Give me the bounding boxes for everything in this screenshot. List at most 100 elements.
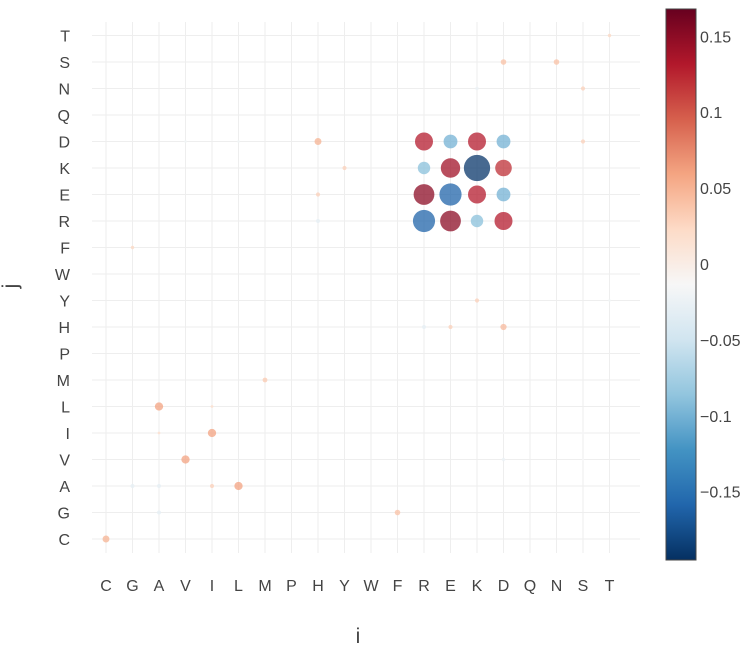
- bubble-point[interactable]: [468, 132, 486, 151]
- x-tick-label: L: [234, 578, 243, 595]
- colorbar-tick-label: −0.05: [700, 333, 741, 350]
- bubble-point[interactable]: [421, 324, 427, 330]
- bubble-point[interactable]: [262, 377, 268, 383]
- bubble-point[interactable]: [475, 86, 479, 91]
- bubble-point[interactable]: [500, 59, 507, 65]
- bubble-point[interactable]: [207, 428, 217, 438]
- bubble-point[interactable]: [502, 431, 505, 435]
- bubble-points[interactable]: [102, 33, 612, 543]
- bubble-point[interactable]: [130, 245, 135, 250]
- bubble-point[interactable]: [502, 405, 505, 408]
- bubble-point[interactable]: [581, 458, 585, 461]
- bubble-point[interactable]: [501, 457, 506, 462]
- bubble-point[interactable]: [209, 483, 215, 489]
- bubble-point[interactable]: [443, 134, 458, 149]
- y-tick-label: T: [60, 29, 70, 46]
- bubble-point[interactable]: [102, 535, 110, 543]
- bubble-point[interactable]: [496, 187, 511, 202]
- y-axis-title: j: [0, 284, 22, 290]
- bubble-point[interactable]: [495, 159, 512, 177]
- bubble-point[interactable]: [315, 218, 321, 224]
- bubble-point[interactable]: [394, 509, 401, 516]
- bubble-point[interactable]: [555, 166, 558, 170]
- y-tick-label: K: [59, 161, 70, 178]
- colorbar-tick-label: 0.15: [700, 29, 731, 46]
- x-tick-label: T: [605, 578, 615, 595]
- bubble-point[interactable]: [184, 140, 187, 143]
- bubble-point[interactable]: [581, 431, 585, 435]
- y-tick-label: H: [58, 320, 70, 337]
- x-tick-label: Q: [524, 578, 536, 595]
- bubble-point[interactable]: [440, 210, 461, 232]
- bubble-point[interactable]: [234, 481, 243, 491]
- y-tick-label: C: [58, 532, 70, 549]
- colorbar-tick-label: 0: [700, 257, 709, 274]
- bubble-point[interactable]: [580, 86, 586, 91]
- bubble-point[interactable]: [210, 405, 214, 408]
- bubble-point[interactable]: [315, 192, 321, 197]
- y-tick-label: L: [61, 400, 70, 417]
- bubble-point[interactable]: [580, 139, 586, 144]
- x-tick-label: K: [472, 578, 483, 595]
- bubble-point[interactable]: [314, 138, 322, 145]
- y-tick-label: S: [59, 55, 70, 72]
- y-tick-label: W: [55, 267, 71, 284]
- x-tick-label: E: [445, 578, 456, 595]
- y-tick-label: A: [59, 479, 70, 496]
- x-tick-label: M: [258, 578, 271, 595]
- grid-lines: [92, 22, 640, 553]
- bubble-point[interactable]: [463, 154, 491, 182]
- bubble-point[interactable]: [154, 402, 164, 411]
- x-tick-label: Y: [339, 578, 350, 595]
- x-tick-label: V: [180, 578, 191, 595]
- x-tick-label: A: [154, 578, 165, 595]
- x-tick-label: P: [286, 578, 297, 595]
- y-tick-label: R: [58, 214, 70, 231]
- bubble-point[interactable]: [448, 324, 453, 330]
- y-tick-label: P: [59, 347, 70, 364]
- bubble-point[interactable]: [553, 59, 560, 65]
- bubble-point[interactable]: [607, 33, 612, 38]
- bubble-point[interactable]: [528, 192, 532, 197]
- bubble-point[interactable]: [470, 214, 484, 228]
- bubble-point[interactable]: [412, 209, 436, 233]
- colorbar-gradient: [665, 8, 697, 561]
- bubble-point[interactable]: [157, 431, 161, 435]
- x-axis-title: i: [356, 625, 361, 645]
- colorbar-tick-label: −0.1: [700, 409, 732, 426]
- y-tick-label: V: [59, 453, 70, 470]
- bubble-point[interactable]: [181, 455, 190, 464]
- bubble-point[interactable]: [494, 212, 513, 230]
- colorbar-tick-label: −0.15: [700, 485, 741, 502]
- colorbar-ticks: 0.15 0.1 0.05 0 −0.05 −0.1 −0.15: [700, 29, 741, 501]
- y-tick-label: G: [58, 506, 70, 523]
- bubble-point[interactable]: [608, 299, 611, 302]
- bubble-point[interactable]: [237, 140, 240, 143]
- bubble-point[interactable]: [417, 161, 431, 175]
- bubble-point[interactable]: [440, 158, 461, 178]
- x-tick-label: D: [498, 578, 510, 595]
- bubble-point[interactable]: [156, 483, 162, 489]
- bubble-point[interactable]: [130, 483, 135, 489]
- bubble-point[interactable]: [468, 185, 486, 204]
- bubble-point[interactable]: [474, 298, 480, 303]
- colorbar-tick-label: 0.05: [700, 181, 731, 198]
- x-tick-label: S: [578, 578, 589, 595]
- colorbar-tick-label: 0.1: [700, 105, 722, 122]
- bubble-point[interactable]: [342, 165, 347, 171]
- bubble-point[interactable]: [439, 183, 462, 206]
- x-tick-label: R: [418, 578, 430, 595]
- colorbar: 0.15 0.1 0.05 0 −0.05 −0.1 −0.15: [665, 8, 741, 561]
- y-tick-label: Q: [58, 108, 70, 125]
- bubble-point[interactable]: [415, 132, 433, 151]
- bubble-point[interactable]: [156, 510, 162, 515]
- bubble-point[interactable]: [413, 184, 435, 205]
- bubble-point[interactable]: [500, 323, 507, 331]
- y-tick-label: I: [66, 426, 70, 443]
- y-tick-label: M: [57, 373, 70, 390]
- bubble-point[interactable]: [496, 134, 511, 149]
- x-tick-label: F: [393, 578, 403, 595]
